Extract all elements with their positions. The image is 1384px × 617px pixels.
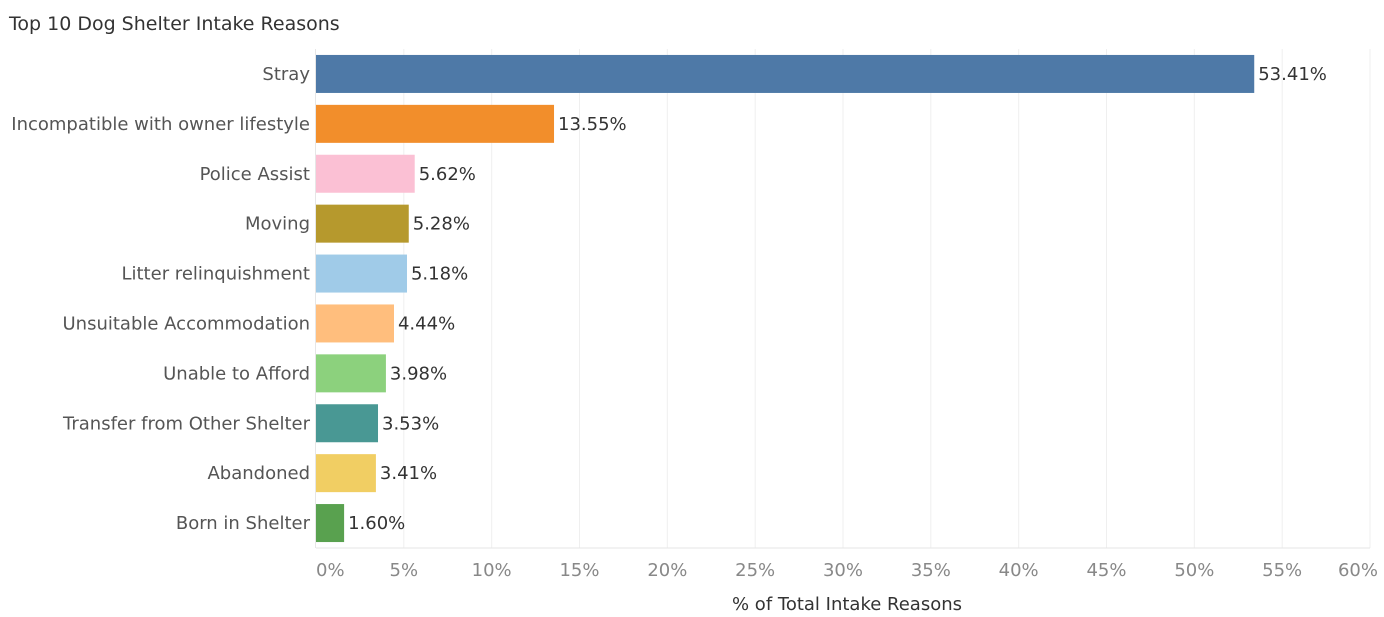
value-label: 5.18% [411,264,468,285]
x-tick-label: 25% [735,560,775,581]
bar[interactable] [316,304,394,343]
bar[interactable] [316,504,345,543]
bar[interactable] [316,54,1255,93]
x-tick-label: 15% [559,560,599,581]
x-tick-label: 60% [1338,560,1378,581]
value-label: 5.62% [419,164,476,185]
bar[interactable] [316,404,379,443]
x-tick-label: 50% [1174,560,1214,581]
x-tick-label: 30% [823,560,863,581]
category-label: Transfer from Other Shelter [62,413,311,434]
bar[interactable] [316,354,386,393]
value-label: 13.55% [558,114,627,135]
category-label: Moving [245,214,310,235]
chart-title: Top 10 Dog Shelter Intake Reasons [9,13,340,35]
bar[interactable] [316,254,407,293]
bars [316,54,1255,543]
value-label: 5.28% [413,214,470,235]
x-tick-label: 0% [316,560,345,581]
category-label: Litter relinquishment [121,264,310,285]
bar[interactable] [316,154,415,193]
value-label: 3.98% [390,363,447,384]
x-tick-label: 45% [1086,560,1126,581]
bar[interactable] [316,454,376,493]
x-tick-label: 20% [647,560,687,581]
value-label: 1.60% [348,513,405,534]
x-tick-label: 55% [1262,560,1302,581]
category-label: Incompatible with owner lifestyle [11,114,310,135]
category-label: Born in Shelter [176,513,311,534]
category-label: Unable to Afford [163,363,310,384]
category-label: Stray [262,64,310,85]
category-label: Abandoned [207,463,310,484]
category-labels: Stray Incompatible with owner lifestyle Po… [11,64,310,534]
gridlines [315,49,1371,549]
bar[interactable] [316,204,409,243]
bar[interactable] [316,104,555,143]
value-labels: 53.41% 13.55% 5.62% 5.28% 5.18% 4.44% 3.98% 3.5… [348,64,1327,534]
x-tick-label: 10% [472,560,512,581]
category-label: Police Assist [200,164,310,185]
x-axis-ticks: 0% 5% 10% 15% 20% 25% 30% 35% 40% 45% 50% 55% 60% [316,560,1378,581]
value-label: 3.53% [382,413,439,434]
x-tick-label: 35% [911,560,951,581]
x-tick-label: 5% [390,560,419,581]
value-label: 3.41% [380,463,437,484]
x-axis-title: % of Total Intake Reasons [732,594,962,615]
value-label: 53.41% [1258,64,1327,85]
category-label: Unsuitable Accommodation [63,313,311,334]
value-label: 4.44% [398,313,455,334]
x-tick-label: 40% [999,560,1039,581]
